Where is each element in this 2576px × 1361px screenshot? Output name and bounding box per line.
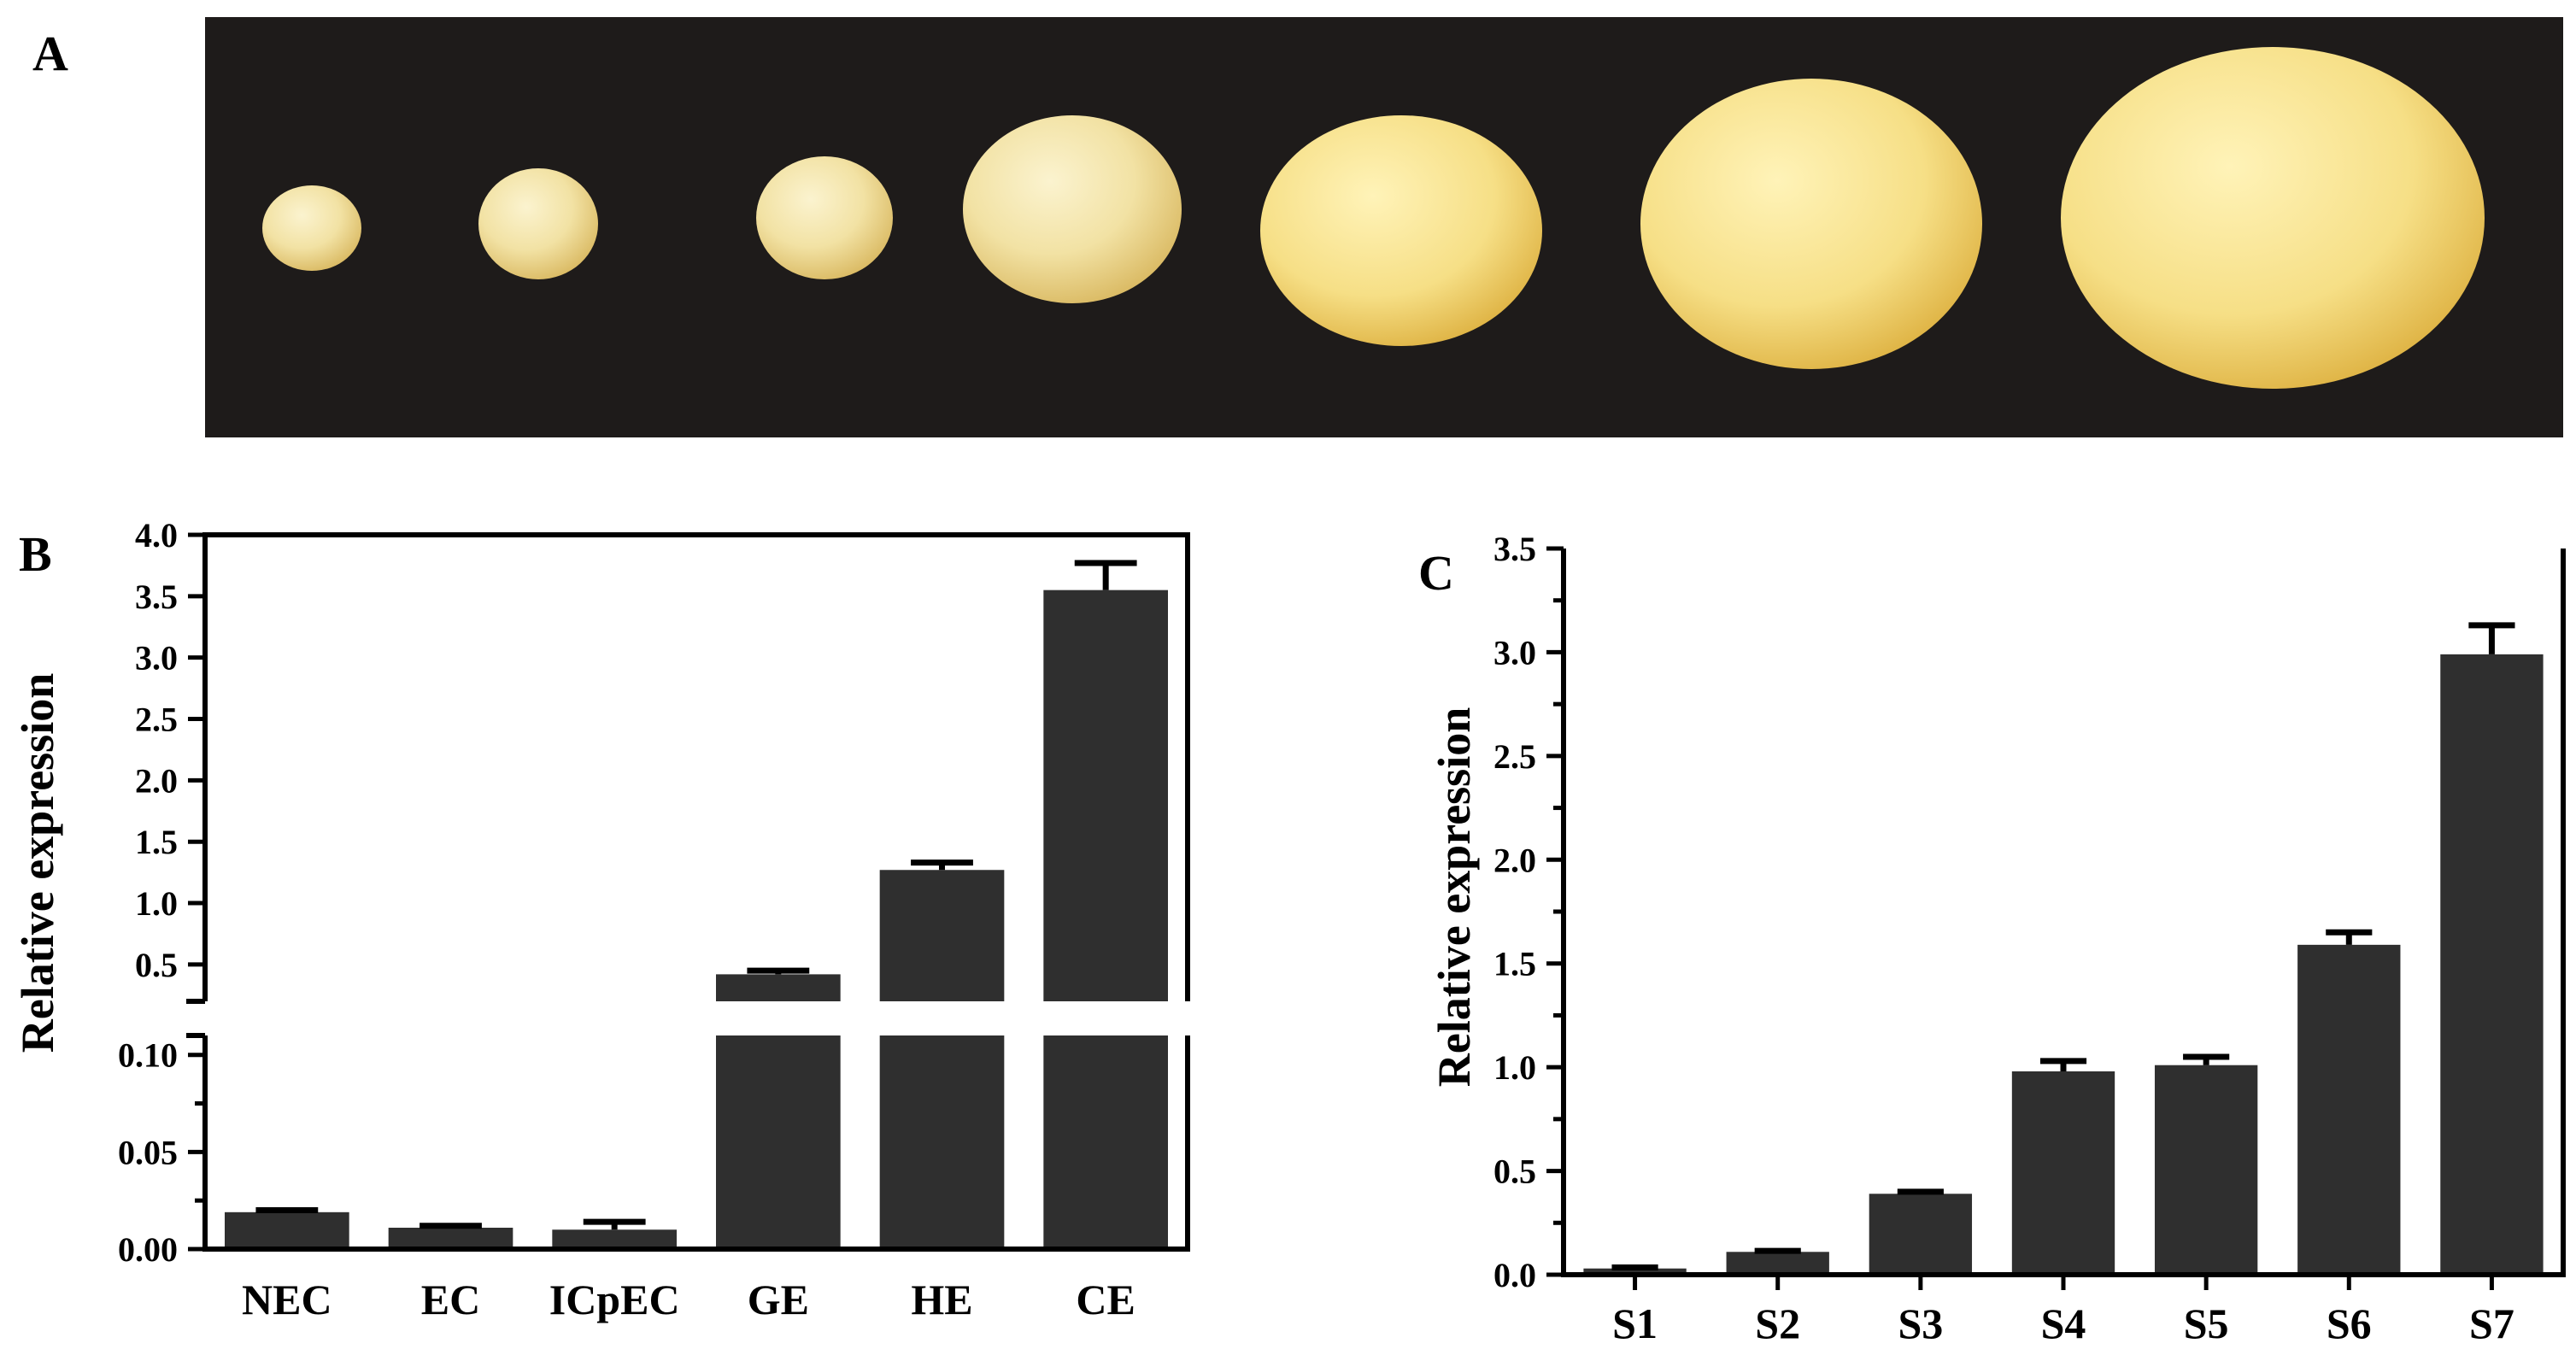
chart-b-error-bar-ge	[747, 967, 810, 975]
chart-c-tick-label: 3.0	[1493, 633, 1536, 672]
chart-b-bar-he-lower	[879, 1035, 1005, 1249]
chart-c-bar-s3	[1869, 1194, 1973, 1275]
seed-stage-7	[2061, 47, 2485, 389]
chart-c-category-label: S2	[1755, 1299, 1800, 1347]
chart-b-tick-label: 1.5	[135, 823, 178, 861]
chart-c-category-label: S1	[1612, 1299, 1658, 1347]
chart-b-error-bar-ce	[1074, 560, 1137, 590]
chart-b-error-bar-he	[911, 859, 973, 871]
chart-b-tick-label: 4.0	[135, 516, 178, 554]
chart-b-axes	[186, 532, 1190, 1252]
chart-b-tick-label: 0.00	[118, 1230, 178, 1269]
chart-b-tick-label: 1.0	[135, 884, 178, 923]
chart-b-category-label: EC	[421, 1276, 480, 1323]
seed-stage-2	[478, 168, 598, 279]
chart-b-tick-label: 0.05	[118, 1133, 178, 1171]
seed-stage-5	[1260, 115, 1542, 346]
chart-b-error-bar-nec	[255, 1207, 319, 1214]
chart-b-bar-he-upper	[879, 870, 1005, 1001]
chart-b-bar-nec	[225, 1211, 349, 1249]
chart-b-tick-label: 2.5	[135, 701, 178, 739]
chart-b-category-labels: NEC EC ICpEC GE HE CE	[242, 1276, 1135, 1323]
seed-photo	[205, 17, 2563, 437]
chart-c-error-bar-s5	[2183, 1053, 2230, 1065]
chart-b-category-label: HE	[911, 1276, 972, 1323]
chart-c-category-label: S7	[2469, 1299, 2514, 1347]
chart-b-y-axis-title: Relative expression	[12, 673, 63, 1053]
panel-letter-c: C	[1418, 545, 1454, 601]
chart-b-bar-ce-lower	[1043, 1035, 1168, 1249]
chart-c-error-bar-s2	[1754, 1247, 1801, 1254]
chart-b-lower-frame	[202, 1035, 1190, 1252]
chart-b-category-label: ICpEC	[549, 1276, 680, 1323]
chart-b-upper-frame	[202, 532, 1190, 1001]
chart-c: 0.00.51.01.52.02.53.03.5 S1 S2 S3 S4 S5 S6 S7 …	[1429, 530, 2566, 1347]
chart-b-ticks: 0.00 0.05 0.10 0.5 1.0 1.5 2.0 2.5 3.0 3.5 4.0	[118, 516, 205, 1269]
chart-b-bar-ec	[388, 1228, 513, 1249]
chart-b-tick-label: 0.10	[118, 1036, 178, 1075]
chart-b-error-bar-icpec	[583, 1218, 646, 1230]
chart-c-bar-s1	[1583, 1268, 1687, 1275]
chart-c-tick-label: 0.5	[1493, 1153, 1536, 1191]
chart-b-bar-ce-upper	[1043, 590, 1168, 1001]
chart-c-tick-label: 1.5	[1493, 945, 1536, 983]
chart-b-tick-label: 3.0	[135, 639, 178, 678]
chart-c-bar-s7	[2440, 654, 2544, 1275]
chart-b-bar-ge-lower	[716, 1035, 841, 1249]
chart-b-category-label: NEC	[242, 1276, 332, 1323]
seed-stage-1	[262, 185, 361, 271]
chart-b-category-label: CE	[1076, 1276, 1135, 1323]
chart-c-bars	[1583, 622, 2544, 1275]
panel-letter-b: B	[19, 526, 52, 582]
chart-c-category-label: S5	[2184, 1299, 2229, 1347]
chart-c-category-label: S6	[2327, 1299, 2372, 1347]
chart-c-bar-s2	[1726, 1252, 1829, 1275]
chart-b: 0.00 0.05 0.10 0.5 1.0 1.5 2.0 2.5 3.0 3.5 4.0 NEC…	[12, 516, 1190, 1323]
chart-c-category-label: S3	[1898, 1299, 1943, 1347]
panel-letter-a: A	[32, 26, 68, 81]
chart-b-bar-ge-upper	[716, 974, 841, 1001]
chart-c-error-bar-s6	[2326, 929, 2373, 945]
chart-b-error-bar-ec	[420, 1223, 482, 1229]
chart-c-tick-label: 2.0	[1493, 841, 1536, 879]
seed-stage-6	[1640, 79, 1982, 369]
chart-b-bars	[225, 560, 1168, 1249]
chart-b-tick-label: 0.5	[135, 946, 178, 984]
chart-b-bar-icpec	[552, 1229, 677, 1249]
chart-c-tick-label: 1.0	[1493, 1048, 1536, 1087]
chart-b-tick-label: 3.5	[135, 578, 178, 616]
chart-c-category-label: S4	[2041, 1299, 2086, 1347]
chart-c-error-bar-s4	[2039, 1058, 2087, 1071]
chart-c-bar-s5	[2154, 1065, 2258, 1275]
chart-c-error-bar-s7	[2468, 622, 2515, 654]
chart-c-y-axis-title: Relative expression	[1429, 707, 1480, 1087]
chart-b-axis-break	[186, 999, 205, 1038]
chart-c-category-labels: S1 S2 S3 S4 S5 S6 S7	[1612, 1299, 2514, 1347]
chart-c-error-bar-s3	[1897, 1188, 1944, 1195]
seed-stage-4	[963, 115, 1182, 303]
chart-c-bar-s4	[2011, 1071, 2115, 1275]
chart-c-tick-label: 3.5	[1493, 530, 1536, 568]
chart-b-category-label: GE	[748, 1276, 809, 1323]
chart-c-tick-label: 0.0	[1493, 1256, 1536, 1294]
seed-stage-3	[756, 156, 893, 279]
chart-b-tick-label: 2.0	[135, 761, 178, 800]
chart-c-tick-label: 2.5	[1493, 737, 1536, 776]
seed-photo-objects	[262, 47, 2485, 389]
chart-c-error-bar-s1	[1611, 1264, 1658, 1270]
chart-c-ticks: 0.0 0.5 1.0 1.5 2.0 2.5 3.0 3.5	[1493, 530, 2494, 1294]
chart-c-bar-s6	[2297, 944, 2401, 1275]
